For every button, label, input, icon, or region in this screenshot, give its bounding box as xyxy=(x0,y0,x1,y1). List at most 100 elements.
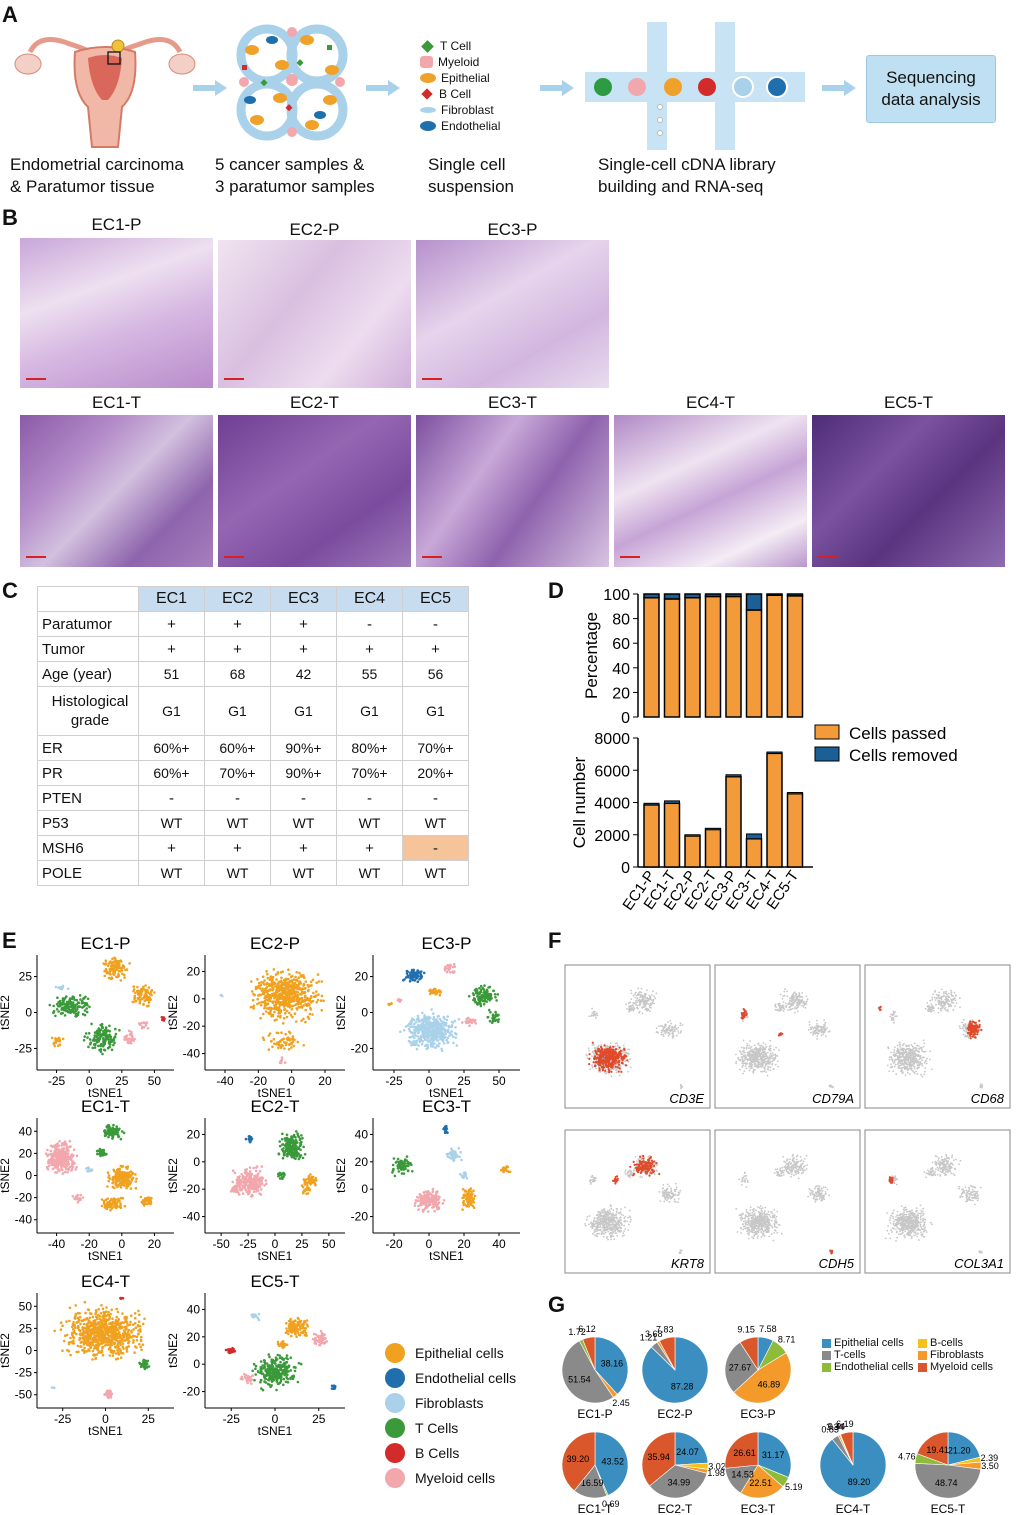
cell-point xyxy=(74,1304,77,1307)
cell-point xyxy=(283,1061,287,1064)
cell-point xyxy=(99,1034,102,1037)
cell-point xyxy=(118,1173,122,1176)
cell-point xyxy=(72,1007,75,1011)
bar-removed xyxy=(663,593,681,600)
cell-point xyxy=(290,1041,293,1045)
cell-point xyxy=(262,981,265,984)
cell-point xyxy=(400,1172,404,1175)
cell-point xyxy=(448,1034,451,1037)
cell-point xyxy=(402,1172,406,1175)
cell-point xyxy=(138,1001,142,1005)
cell-point xyxy=(295,1328,299,1331)
cell-point xyxy=(117,1128,121,1131)
cell-point xyxy=(448,1031,452,1035)
cell-point xyxy=(119,1186,123,1189)
cell-point xyxy=(142,985,145,989)
bar-removed xyxy=(684,834,701,837)
cell-point xyxy=(109,1390,112,1393)
cell-point xyxy=(407,1027,411,1031)
cell-point xyxy=(128,1182,131,1186)
cell-point xyxy=(101,1353,105,1357)
cell-point xyxy=(309,980,313,984)
cell-point xyxy=(68,1139,71,1143)
cell-point xyxy=(121,972,124,976)
cell-point xyxy=(67,1349,70,1353)
cell-point xyxy=(483,984,486,987)
cell-point xyxy=(325,1340,329,1343)
cell-point xyxy=(114,1183,118,1187)
cell-point xyxy=(134,1186,138,1190)
tsne-title: EC5-T xyxy=(250,1272,299,1291)
cell-point xyxy=(136,1325,140,1328)
cell-point xyxy=(243,1186,247,1189)
cell-point xyxy=(115,1327,118,1331)
cell-point xyxy=(297,1147,300,1150)
cell-point xyxy=(290,979,294,982)
cell-point xyxy=(127,1176,130,1179)
cell-point xyxy=(410,1035,413,1039)
cell-point xyxy=(109,1322,112,1326)
cell-point xyxy=(63,1014,67,1017)
panel-label-a: A xyxy=(2,2,18,27)
cell-point xyxy=(479,984,483,988)
cell-point xyxy=(121,1297,125,1300)
cell-point xyxy=(265,970,268,973)
cell-point xyxy=(402,1168,406,1171)
cell-point xyxy=(240,1173,243,1176)
cell-point xyxy=(114,1181,117,1185)
cell-point xyxy=(481,986,485,990)
cell-point xyxy=(107,1174,111,1177)
x-tick-label: 20 xyxy=(318,1074,332,1088)
cell-point xyxy=(287,1030,291,1034)
cell-point xyxy=(95,1149,99,1153)
cell-point xyxy=(474,1018,477,1022)
y-tick-label: 6000 xyxy=(594,763,630,780)
cell-point xyxy=(93,1031,97,1034)
cell-point xyxy=(117,1197,120,1201)
cell-point xyxy=(76,1200,80,1204)
cell-point xyxy=(103,974,106,978)
cell-point xyxy=(143,999,146,1003)
cell-point xyxy=(135,1177,138,1181)
y-tick-label: 25 xyxy=(19,1321,33,1335)
cell-point xyxy=(78,1332,82,1336)
cell-point xyxy=(61,1172,65,1175)
cell-point xyxy=(77,1011,80,1014)
cell-point xyxy=(263,1184,266,1187)
cell-point xyxy=(431,991,435,995)
cell-point xyxy=(59,1328,63,1331)
cell-point xyxy=(419,1202,422,1206)
cell-point xyxy=(417,1208,420,1211)
cell-point xyxy=(56,1166,60,1170)
cell-point xyxy=(441,1202,445,1205)
bar-removed xyxy=(766,751,783,755)
cell-point xyxy=(297,1361,301,1365)
cell-point xyxy=(485,1000,489,1003)
cell-point xyxy=(271,983,275,986)
cell-point xyxy=(430,1008,433,1011)
bar-passed xyxy=(663,802,681,868)
cell-point xyxy=(303,1319,306,1323)
cell-point xyxy=(88,1005,91,1009)
cell-point xyxy=(101,1323,104,1327)
cell-point xyxy=(462,1171,466,1175)
y-tick-label: 40 xyxy=(19,1124,33,1138)
cell-point xyxy=(293,1145,297,1148)
table-row: Histological grade G1 G1 G1 G1 G1 xyxy=(37,686,469,736)
cell-point xyxy=(55,1153,59,1157)
cell-point xyxy=(146,1197,149,1201)
cell-point xyxy=(431,1194,435,1198)
cell-point xyxy=(308,1012,312,1016)
cell-point xyxy=(54,1171,57,1174)
cell-point xyxy=(282,1037,286,1041)
cell-point xyxy=(61,986,64,989)
cell-point xyxy=(59,1159,62,1163)
cell-point xyxy=(95,1327,98,1330)
scale-bar xyxy=(26,556,46,558)
cell-point xyxy=(447,1024,451,1028)
cell-point xyxy=(298,971,301,975)
cell-point xyxy=(296,1321,300,1324)
cell-point xyxy=(280,1176,284,1180)
y-tick-label: 60 xyxy=(612,636,630,653)
cell-point xyxy=(477,997,480,1000)
